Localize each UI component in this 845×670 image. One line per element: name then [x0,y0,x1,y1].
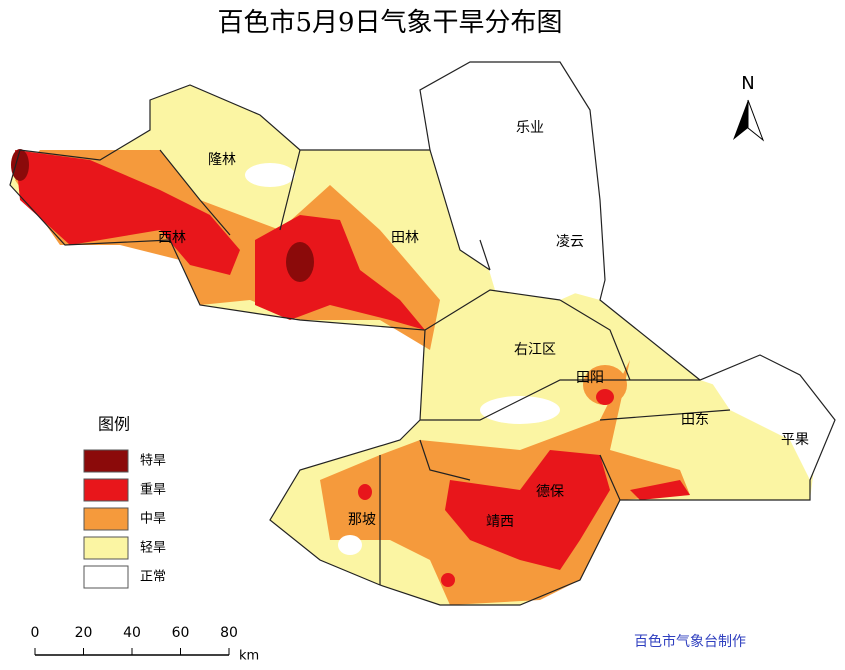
legend-swatch [83,478,129,502]
north-arrow-right [747,99,765,142]
north-arrow: N [733,73,765,142]
north-label: N [741,73,754,94]
region-label: 田林 [391,230,419,246]
legend-title: 图例 [98,415,130,434]
region-label: 西林 [158,230,186,246]
map-shapes [9,61,836,606]
severe-drought-tianyang [596,389,614,405]
legend-label: 重旱 [140,482,166,498]
legend-label: 正常 [140,570,166,585]
normal-spot [480,396,560,424]
region-label: 隆林 [208,152,236,168]
region-label: 凌云 [556,234,584,250]
region-label: 平果 [781,432,809,448]
normal-spot [245,163,295,187]
region-label: 田东 [681,412,709,428]
severe-drought-west [15,150,240,275]
legend-swatch [83,449,129,473]
legend-swatch [83,536,129,560]
legend-label: 中旱 [140,512,166,527]
legend-swatch [83,507,129,531]
legend-label: 轻旱 [140,541,166,556]
map-title: 百色市5月9日气象干旱分布图 [217,8,562,38]
severe-drought-spot [441,573,455,587]
severe-drought-strip [630,480,690,500]
region-label: 德保 [536,484,564,500]
scale-label: 40 [123,625,141,641]
scale-label: 0 [31,625,40,641]
extreme-drought-area [286,242,314,282]
region-label: 那坡 [348,512,376,528]
region-label: 田阳 [576,370,604,386]
moderate-drought-tianyang [583,365,627,405]
scale-label: 20 [75,625,93,641]
extreme-drought-area [11,149,29,181]
scale-label: 80 [220,625,238,641]
region-label: 右江区 [514,342,556,358]
severe-drought-spot [358,484,372,500]
region-label: 乐业 [516,120,544,136]
legend-label: 特旱 [140,454,166,469]
scale-unit: km [239,649,259,664]
scale-label: 60 [172,625,190,641]
legend-swatch [83,565,129,589]
normal-spot [338,535,362,555]
normal-area-east [710,355,835,480]
normal-area-north [420,62,605,300]
region-label: 靖西 [486,514,514,530]
credit: 百色市气象台制作 [634,633,746,650]
north-arrow-left [733,100,748,140]
severe-drought-south [445,450,610,570]
